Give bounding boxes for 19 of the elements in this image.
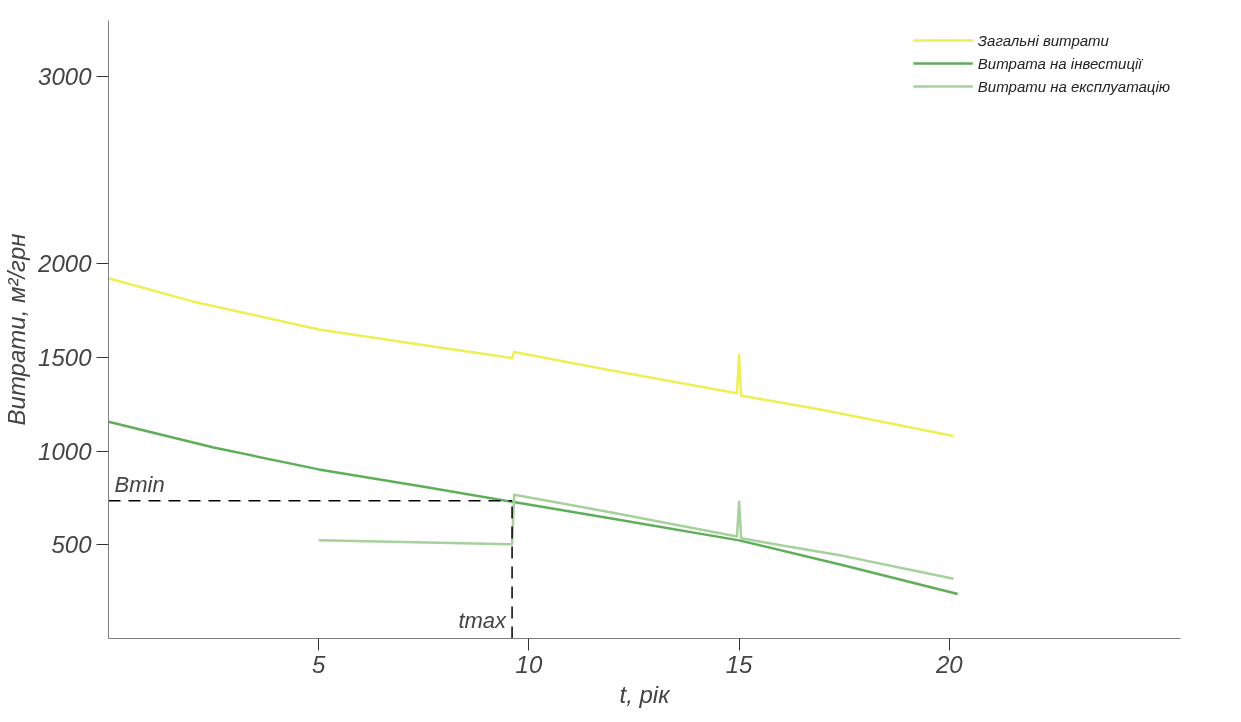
- line-series: [317, 493, 955, 581]
- ref-line-label: tmax: [458, 607, 508, 633]
- legend-label: Загальні витрати: [977, 31, 1109, 49]
- ref-line-label: Bmin: [114, 472, 165, 498]
- y-tick-label: 1000: [38, 437, 93, 465]
- y-tick-label: 500: [51, 531, 93, 559]
- line-series: [108, 420, 959, 596]
- line-series: [108, 276, 955, 438]
- y-axis-title: Витрати, м²/грн: [3, 233, 31, 426]
- x-axis-title: t, рік: [619, 680, 672, 708]
- x-tick-label: 10: [515, 650, 543, 678]
- legend-label: Витрати на експлуатацію: [977, 77, 1170, 95]
- y-tick-label: 3000: [38, 63, 93, 91]
- y-tick-label: 1500: [38, 344, 93, 372]
- x-tick-label: 20: [934, 650, 964, 678]
- x-tick-label: 5: [312, 650, 327, 678]
- legend-label: Витрата на інвестиції: [977, 54, 1142, 72]
- x-tick-label: 15: [725, 650, 754, 678]
- y-tick-label: 2000: [37, 250, 93, 278]
